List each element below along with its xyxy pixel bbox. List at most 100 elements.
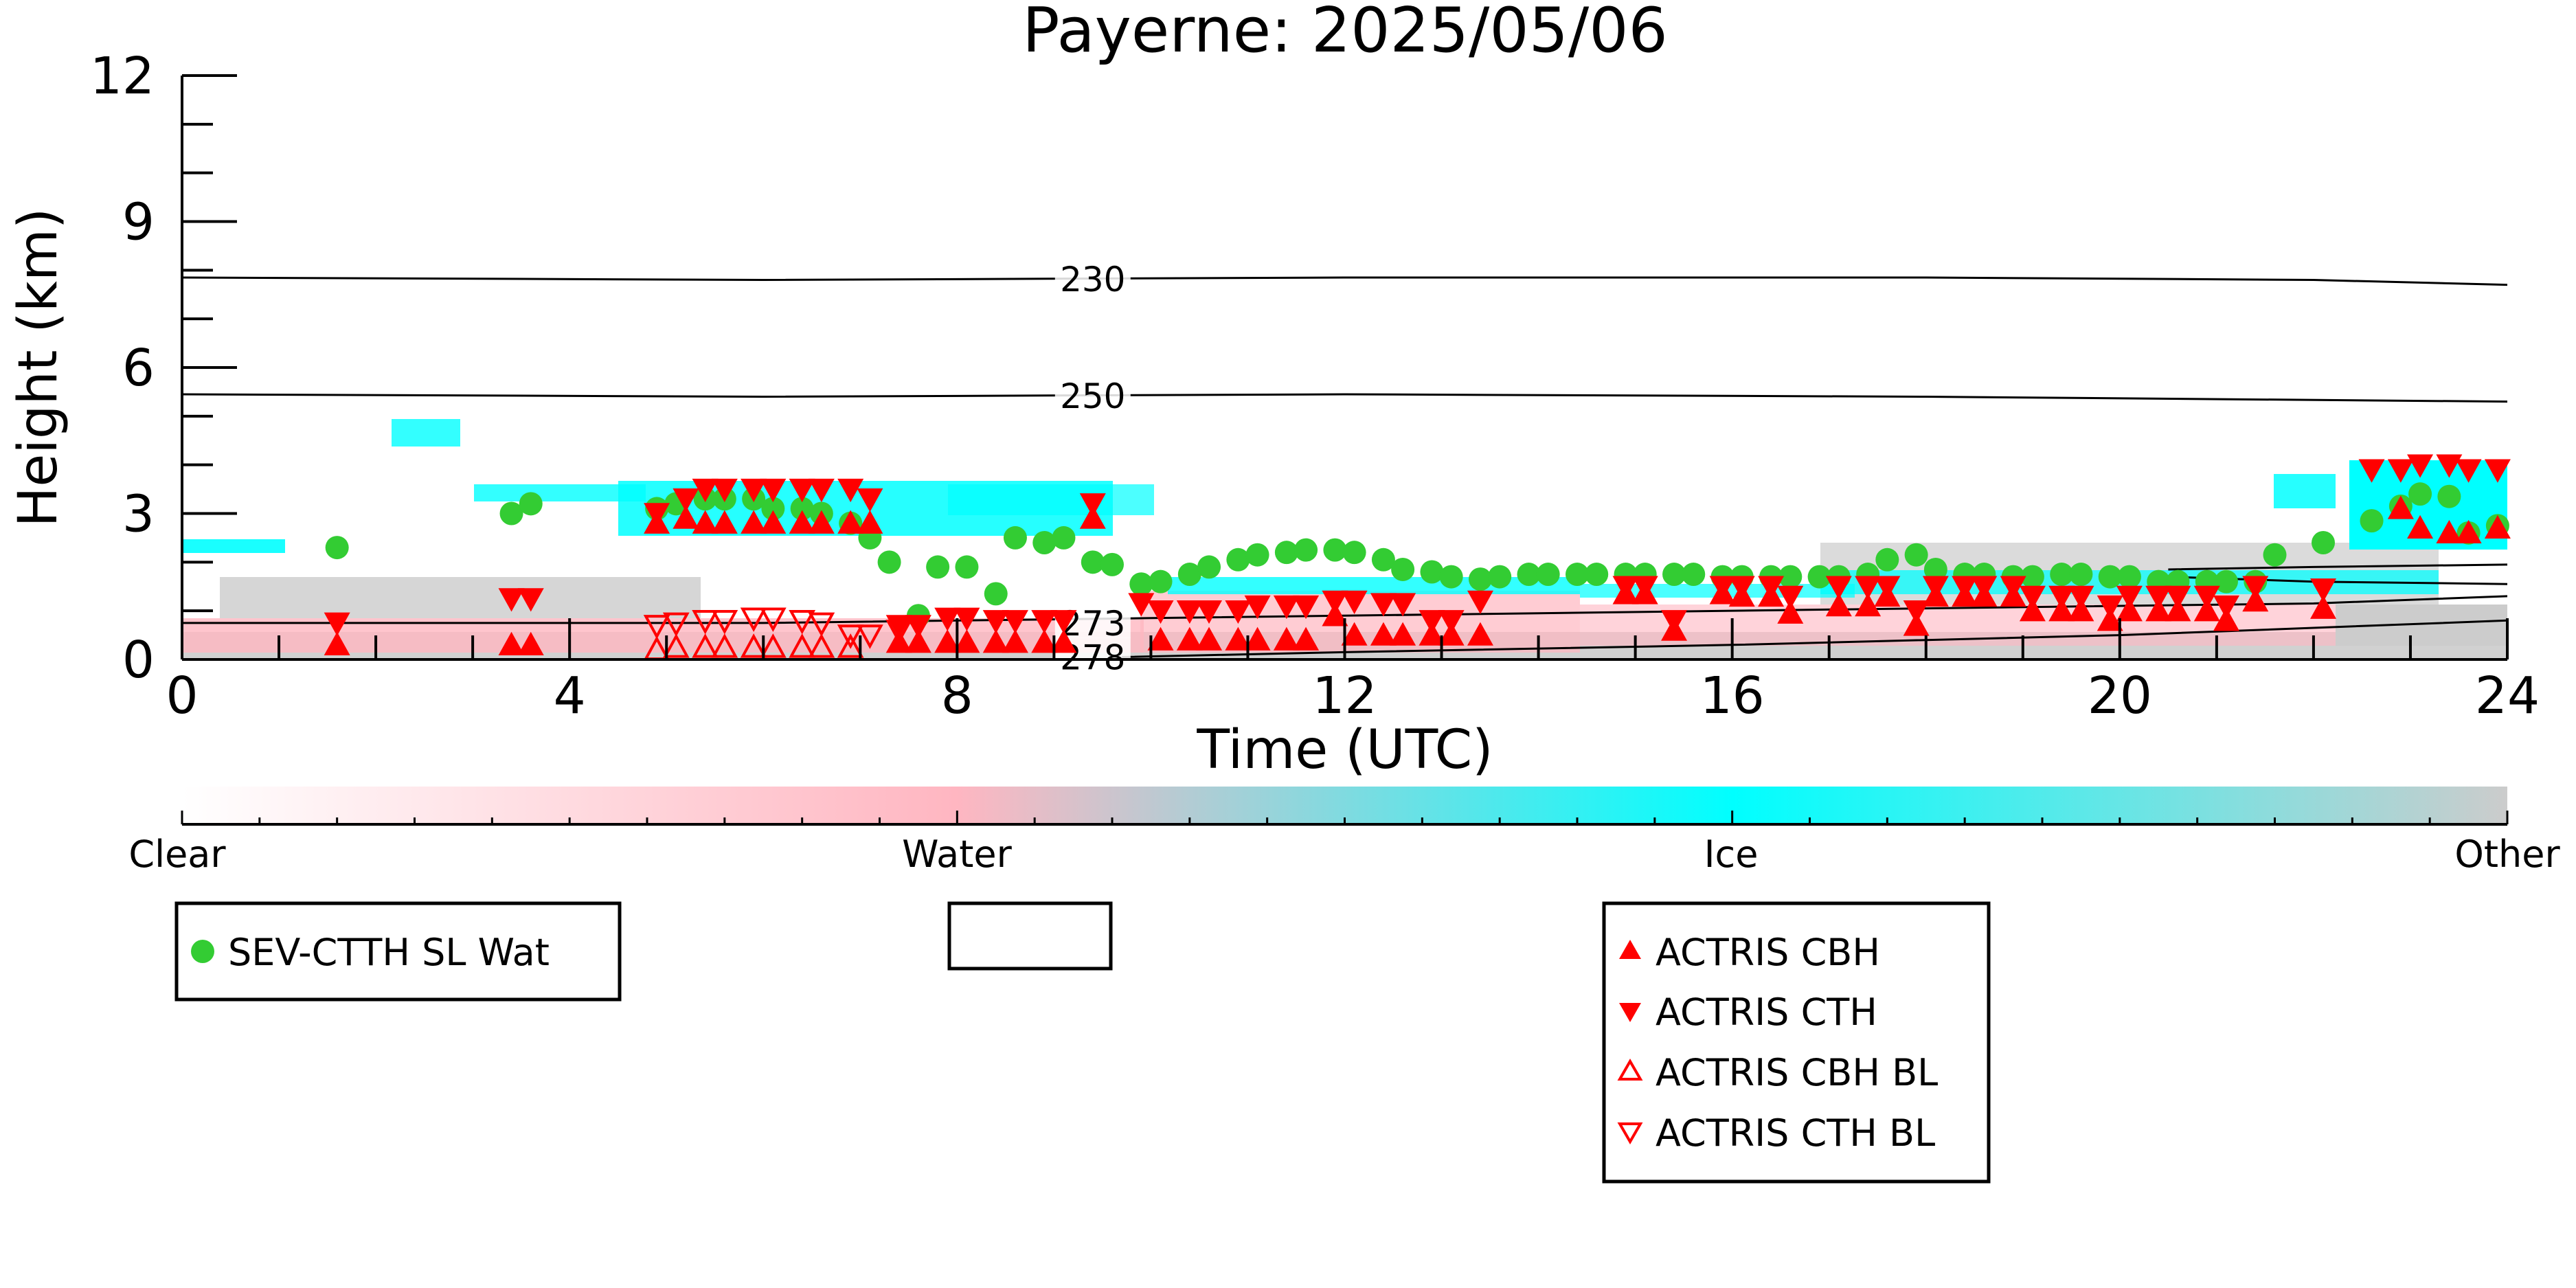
marker-actris-cth [2000,576,2026,600]
colorbar: Clear Water Ice Other [128,787,2560,876]
legend-middle-box [947,901,1113,971]
marker-sev-ctth-sl-wat [1662,563,1686,587]
marker-sev-ctth-sl-wat [1081,550,1105,574]
marker-actris-cth [837,478,864,503]
marker-actris-cth [1855,576,1882,600]
x-tick-label: 0 [166,666,198,725]
contour-label-bg [1054,260,1131,295]
contour-label-230: 230 [1060,260,1125,300]
marker-sev-ctth-sl-wat [1032,531,1057,554]
marker-actris-cbh [498,631,525,655]
marker-sev-ctth-sl-wat [1274,541,1298,565]
legend-left-box [174,901,622,1002]
marker-actris-cbh-bl [837,633,864,658]
y-tick-label: 6 [122,339,155,398]
marker-actris-cth [2387,459,2414,483]
marker-sev-ctth-sl-wat [1245,543,1269,567]
marker-actris-cbh [1825,593,1852,617]
marker-actris-cbh [1079,505,1106,529]
marker-actris-cbh [837,510,864,534]
legend-label-cth-bl: ACTRIS CTH BL [1656,1111,1935,1155]
marker-sev-ctth-sl-wat [1468,567,1492,591]
marker-actris-cbh [2165,598,2191,622]
marker-sev-ctth-sl-wat [2050,563,2074,587]
marker-actris-cbh [1273,626,1300,651]
marker-actris-cth [1273,595,1300,620]
marker-actris-cbh [1225,626,1252,651]
marker-actris-cbh [905,629,931,653]
marker-sev-ctth-sl-wat [1682,563,1706,587]
y-axis-label: Height (km) [8,208,69,528]
marker-actris-cth [1244,595,1271,620]
marker-actris-cth [1031,610,1058,634]
marker-actris-cbh-bl [692,633,719,658]
marker-actris-cbh [2068,598,2094,622]
marker-sev-ctth-sl-wat [1566,563,1589,587]
marker-sev-ctth-sl-wat [1149,569,1173,594]
marker-actris-cbh [2116,598,2143,622]
marker-actris-cth [1390,593,1416,617]
legend-left: SEV-CTTH SL Wat [174,901,622,1002]
marker-actris-cth-bl [692,610,719,635]
marker-actris-cbh [953,629,980,653]
marker-sev-ctth-sl-wat [984,582,1008,606]
legend-swatch-cth [1619,1003,1641,1022]
marker-actris-cbh-bl [662,633,690,658]
x-tick-label: 16 [1700,666,1765,725]
marker-actris-cth [2019,585,2046,609]
x-ticks: 0 4 8 12 16 20 24 [166,618,2540,725]
marker-actris-cth-bl [808,612,835,637]
marker-actris-cth [692,478,719,503]
marker-actris-cbh [1903,612,1930,636]
marker-actris-cbh [1244,626,1271,651]
marker-sev-ctth-sl-wat [1052,526,1076,550]
marker-actris-cth [1661,610,1688,634]
marker-actris-cbh [1176,626,1203,651]
marker-actris-cbh [1293,626,1320,651]
marker-actris-cbh [741,510,767,534]
marker-actris-cth [2145,585,2172,609]
marker-actris-cth [517,588,544,612]
marker-actris-cbh [1147,626,1174,651]
marker-actris-cth [808,478,835,503]
marker-actris-cth [1419,610,1445,634]
marker-actris-cth [1631,576,1658,600]
marker-actris-cth [1728,576,1755,600]
legend-label-sev: SEV-CTTH SL Wat [228,931,550,974]
marker-sev-ctth-sl-wat [1391,557,1415,581]
x-tick-label: 24 [2475,666,2540,725]
marker-actris-cth [953,607,980,631]
marker-actris-cth-bl [662,612,690,637]
marker-actris-cbh [1855,593,1882,617]
marker-actris-cth [1758,576,1785,600]
marker-actris-cbh [1467,622,1493,646]
marker-sev-ctth-sl-wat [325,536,349,560]
marker-actris-cbh [2048,598,2075,622]
marker-actris-cbh [1370,622,1397,646]
marker-actris-cbh [1050,629,1077,653]
marker-actris-cbh [982,629,1009,653]
y-tick-label: 9 [122,193,155,252]
marker-actris-cth [324,612,350,636]
marker-sev-ctth-sl-wat [499,501,523,526]
marker-sev-ctth-sl-wat [1517,563,1541,587]
marker-sev-ctth-sl-wat [877,550,901,574]
marker-actris-cth [1903,600,1930,624]
marker-sev-ctth-sl-wat [1923,557,1947,581]
marker-actris-cbh [2097,607,2123,631]
marker-sev-ctth-sl-wat [2069,563,2093,587]
marker-sev-ctth-sl-wat [955,555,979,579]
marker-sev-ctth-sl-wat [1100,552,1124,576]
marker-actris-cth-bl [711,610,738,635]
marker-actris-cth [1128,593,1155,617]
marker-actris-cth [2213,595,2239,620]
marker-actris-cbh [2387,495,2414,519]
marker-actris-cth [789,478,815,503]
marker-sev-ctth-sl-wat [2312,531,2336,554]
marker-sev-ctth-sl-wat [2437,484,2461,508]
marker-actris-cbh [1419,622,1445,646]
marker-actris-cbh [1341,622,1368,646]
marker-sev-ctth-sl-wat [1875,547,1899,572]
marker-sev-ctth-sl-wat [790,497,814,521]
marker-actris-cbh [324,631,350,655]
